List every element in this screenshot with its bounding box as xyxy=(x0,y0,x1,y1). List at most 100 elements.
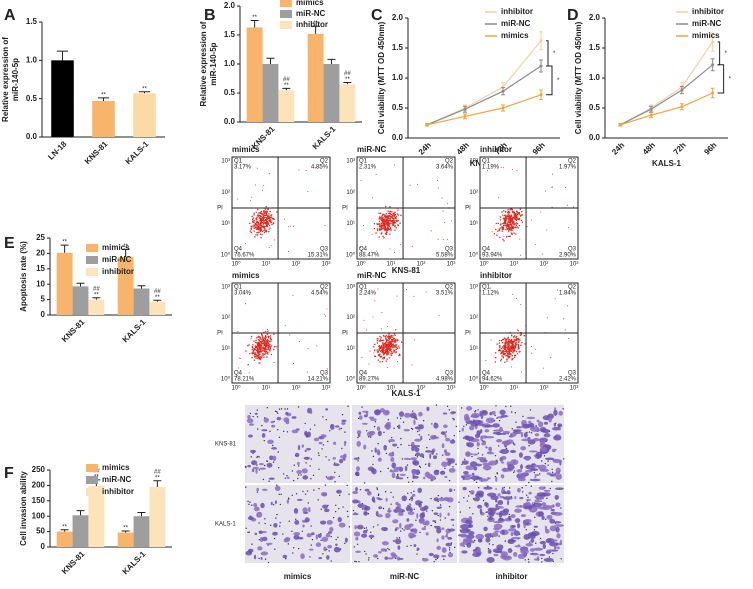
legend-swatch xyxy=(86,244,98,252)
event-dot xyxy=(385,230,388,232)
cell xyxy=(521,438,531,442)
event-dot xyxy=(506,338,508,340)
event-dot xyxy=(325,315,327,317)
cell xyxy=(462,486,467,491)
event-dot xyxy=(507,353,509,355)
event-dot xyxy=(251,218,254,220)
pore xyxy=(272,444,274,447)
event-dot xyxy=(524,343,526,345)
bar xyxy=(149,486,166,547)
event-dot xyxy=(377,354,380,356)
cell xyxy=(502,555,512,561)
event-dot xyxy=(253,224,255,226)
cell xyxy=(497,500,504,506)
event-dot xyxy=(262,340,264,342)
cell xyxy=(413,544,417,548)
event-dot xyxy=(261,218,263,221)
cell xyxy=(475,492,484,498)
event-dot xyxy=(385,337,387,339)
event-dot xyxy=(261,335,264,337)
event-dot xyxy=(510,214,513,216)
cell xyxy=(492,527,501,531)
cell xyxy=(434,525,441,529)
pore xyxy=(247,531,249,534)
pore xyxy=(258,557,260,560)
event-dot xyxy=(503,235,505,237)
pore xyxy=(264,518,266,520)
event-dot xyxy=(265,205,267,208)
pore xyxy=(247,500,249,503)
event-dot xyxy=(382,346,384,348)
event-dot xyxy=(546,229,548,231)
event-dot xyxy=(511,348,514,350)
pore xyxy=(292,547,295,549)
event-dot xyxy=(520,254,522,256)
event-dot xyxy=(520,304,522,306)
event-dot xyxy=(377,351,379,354)
event-dot xyxy=(513,348,515,350)
pore xyxy=(338,494,341,497)
event-dot xyxy=(382,352,385,354)
cell xyxy=(253,506,260,512)
pore xyxy=(354,560,356,563)
error-bar xyxy=(250,20,259,28)
error-bar xyxy=(56,50,69,61)
quadrant-name: Q1 xyxy=(359,159,368,165)
pore xyxy=(477,452,480,454)
event-dot xyxy=(262,226,265,229)
event-dot xyxy=(501,230,503,232)
cell xyxy=(513,530,520,536)
event-dot xyxy=(386,223,388,226)
event-dot xyxy=(516,223,518,225)
pore xyxy=(431,509,434,512)
event-dot xyxy=(315,167,317,168)
event-dot xyxy=(389,349,391,351)
cell xyxy=(480,414,484,419)
event-dot xyxy=(499,216,502,218)
error-bar xyxy=(153,299,162,302)
event-dot xyxy=(497,230,499,232)
event-dot xyxy=(256,234,259,236)
event-dot xyxy=(245,303,247,305)
cell xyxy=(270,420,274,424)
event-dot xyxy=(500,358,503,360)
event-dot xyxy=(263,344,266,346)
event-dot xyxy=(264,342,267,344)
event-dot xyxy=(260,340,263,343)
pore xyxy=(377,557,379,560)
cell xyxy=(411,493,416,497)
cell xyxy=(329,423,335,430)
cell xyxy=(320,434,326,438)
event-dot xyxy=(384,227,386,230)
event-dot xyxy=(494,361,497,363)
event-dot xyxy=(521,214,524,216)
event-dot xyxy=(292,294,294,296)
event-dot xyxy=(263,211,265,213)
cell xyxy=(446,497,454,503)
event-dot xyxy=(520,334,522,336)
event-dot xyxy=(499,345,501,348)
flow-y-label: PI xyxy=(217,331,223,337)
event-dot xyxy=(265,349,267,351)
flow-tick: 10⁰ xyxy=(231,385,241,392)
event-dot xyxy=(501,346,504,348)
cell xyxy=(355,537,359,541)
event-dot xyxy=(390,354,393,357)
event-dot xyxy=(265,346,267,348)
cell xyxy=(405,505,411,512)
event-dot xyxy=(395,219,397,221)
pore xyxy=(338,508,340,510)
error-bar xyxy=(343,82,352,85)
event-dot xyxy=(386,215,389,217)
event-dot xyxy=(361,356,363,358)
cell xyxy=(447,512,450,517)
flow-tick: 10⁰ xyxy=(469,376,479,383)
pore xyxy=(525,484,527,487)
x-tick-label: KNS-81 xyxy=(60,317,87,344)
event-dot xyxy=(381,345,383,348)
event-dot xyxy=(251,346,254,348)
cell xyxy=(321,536,329,542)
event-dot xyxy=(389,348,391,350)
cell xyxy=(377,551,382,554)
cell xyxy=(543,557,554,562)
